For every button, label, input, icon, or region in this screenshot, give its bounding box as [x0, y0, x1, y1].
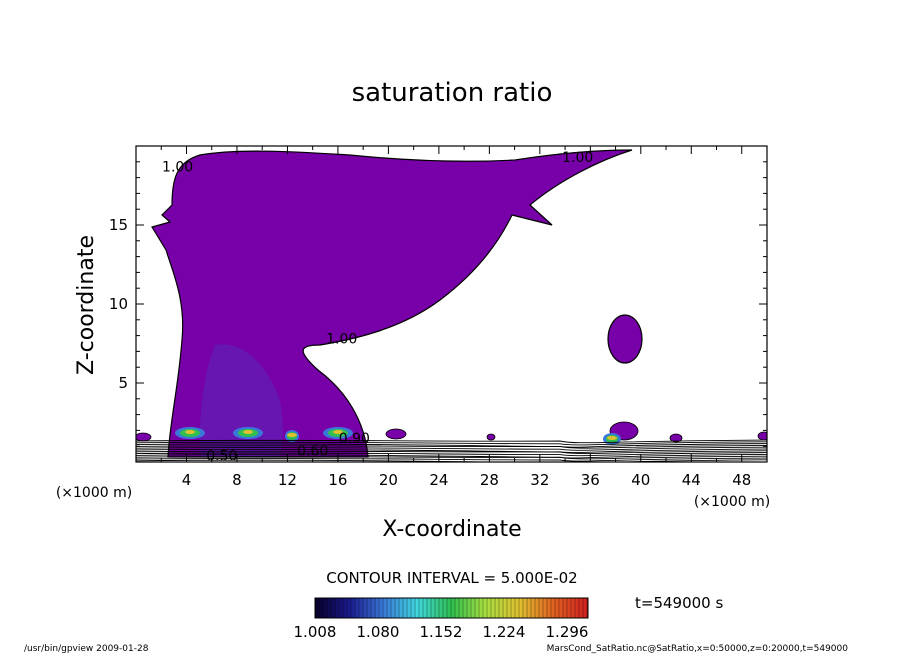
x-tick-label: 20 [379, 471, 398, 489]
surface-contour-line [136, 457, 767, 462]
x-tick-label: 16 [328, 471, 347, 489]
supersat-cell-peak [607, 436, 617, 440]
surface-contour-line [136, 450, 767, 454]
low-level-patch [757, 431, 767, 441]
x-tick-label: 28 [480, 471, 499, 489]
surface-contour-line [136, 441, 767, 446]
low-level-patch [136, 432, 152, 442]
surface-contour-line [136, 439, 767, 444]
x-tick-label: 36 [581, 471, 600, 489]
plot-layer [136, 149, 767, 462]
y-tick-label: 15 [109, 216, 128, 234]
x-tick-label: 8 [232, 471, 242, 489]
x-tick-label: 48 [732, 471, 751, 489]
colorbar-tick-label: 1.224 [483, 623, 526, 641]
contour-interval-text: CONTOUR INTERVAL = 5.000E-02 [326, 569, 577, 587]
x-tick-labels: 4 8 12 16 20 24 28 32 36 40 44 48 [160, 146, 751, 489]
x-tick-label: 12 [278, 471, 297, 489]
contour-label: 1.00 [162, 159, 193, 175]
y-tick-labels: 5 10 15 [109, 161, 767, 447]
supersat-cell-peak [185, 430, 195, 434]
contour-label: 0.60 [297, 444, 328, 460]
shaded-core-region [199, 344, 283, 457]
footer-left: /usr/bin/gpview 2009-01-28 [24, 644, 149, 654]
x-tick-label: 44 [682, 471, 701, 489]
colorbar: 1.008 1.080 1.152 1.224 1.296 [294, 597, 589, 641]
x-unit-label: (×1000 m) [694, 494, 770, 510]
plot-area: 1.00 1.00 1.00 0.90 0.50 0.60 [135, 145, 768, 464]
x-tick-label: 32 [530, 471, 549, 489]
x-tick-label: 4 [182, 471, 192, 489]
contour-label: 1.00 [326, 332, 357, 348]
supersat-cell-peak [287, 433, 297, 437]
surface-contour-line [136, 444, 767, 449]
time-label: t=549000 s [635, 594, 723, 612]
colorbar-tick-label: 1.152 [420, 623, 463, 641]
colorbar-tick-label: 1.296 [546, 623, 589, 641]
chart-title: saturation ratio [352, 78, 553, 108]
y-axis-title: Z-coordinate [74, 235, 99, 375]
x-tick-label: 24 [429, 471, 448, 489]
surface-contour-line [136, 446, 767, 451]
colorbar-tick-label: 1.008 [294, 623, 337, 641]
y-tick-label: 10 [109, 295, 128, 313]
surface-contour-line [136, 455, 767, 460]
contour-label: 0.50 [206, 448, 237, 464]
saturated-plume-region [151, 149, 633, 458]
low-level-patch [385, 428, 407, 440]
x-axis-title: X-coordinate [382, 517, 521, 542]
low-level-patch [669, 433, 683, 443]
supersat-cell-peak [333, 430, 343, 434]
contour-label: 1.00 [562, 150, 593, 166]
y-unit-label: (×1000 m) [56, 485, 132, 501]
supersat-cell-peak [243, 430, 253, 434]
x-tick-label: 40 [631, 471, 650, 489]
saturated-patch-region [607, 314, 643, 364]
footer-right: MarsCond_SatRatio.nc@SatRatio,x=0:50000,… [547, 644, 849, 654]
y-tick-label: 5 [118, 374, 128, 392]
colorbar-tick-label: 1.080 [357, 623, 400, 641]
surface-contour-line [136, 452, 767, 457]
contour-label: 0.90 [339, 431, 370, 447]
low-level-patch [486, 433, 496, 441]
